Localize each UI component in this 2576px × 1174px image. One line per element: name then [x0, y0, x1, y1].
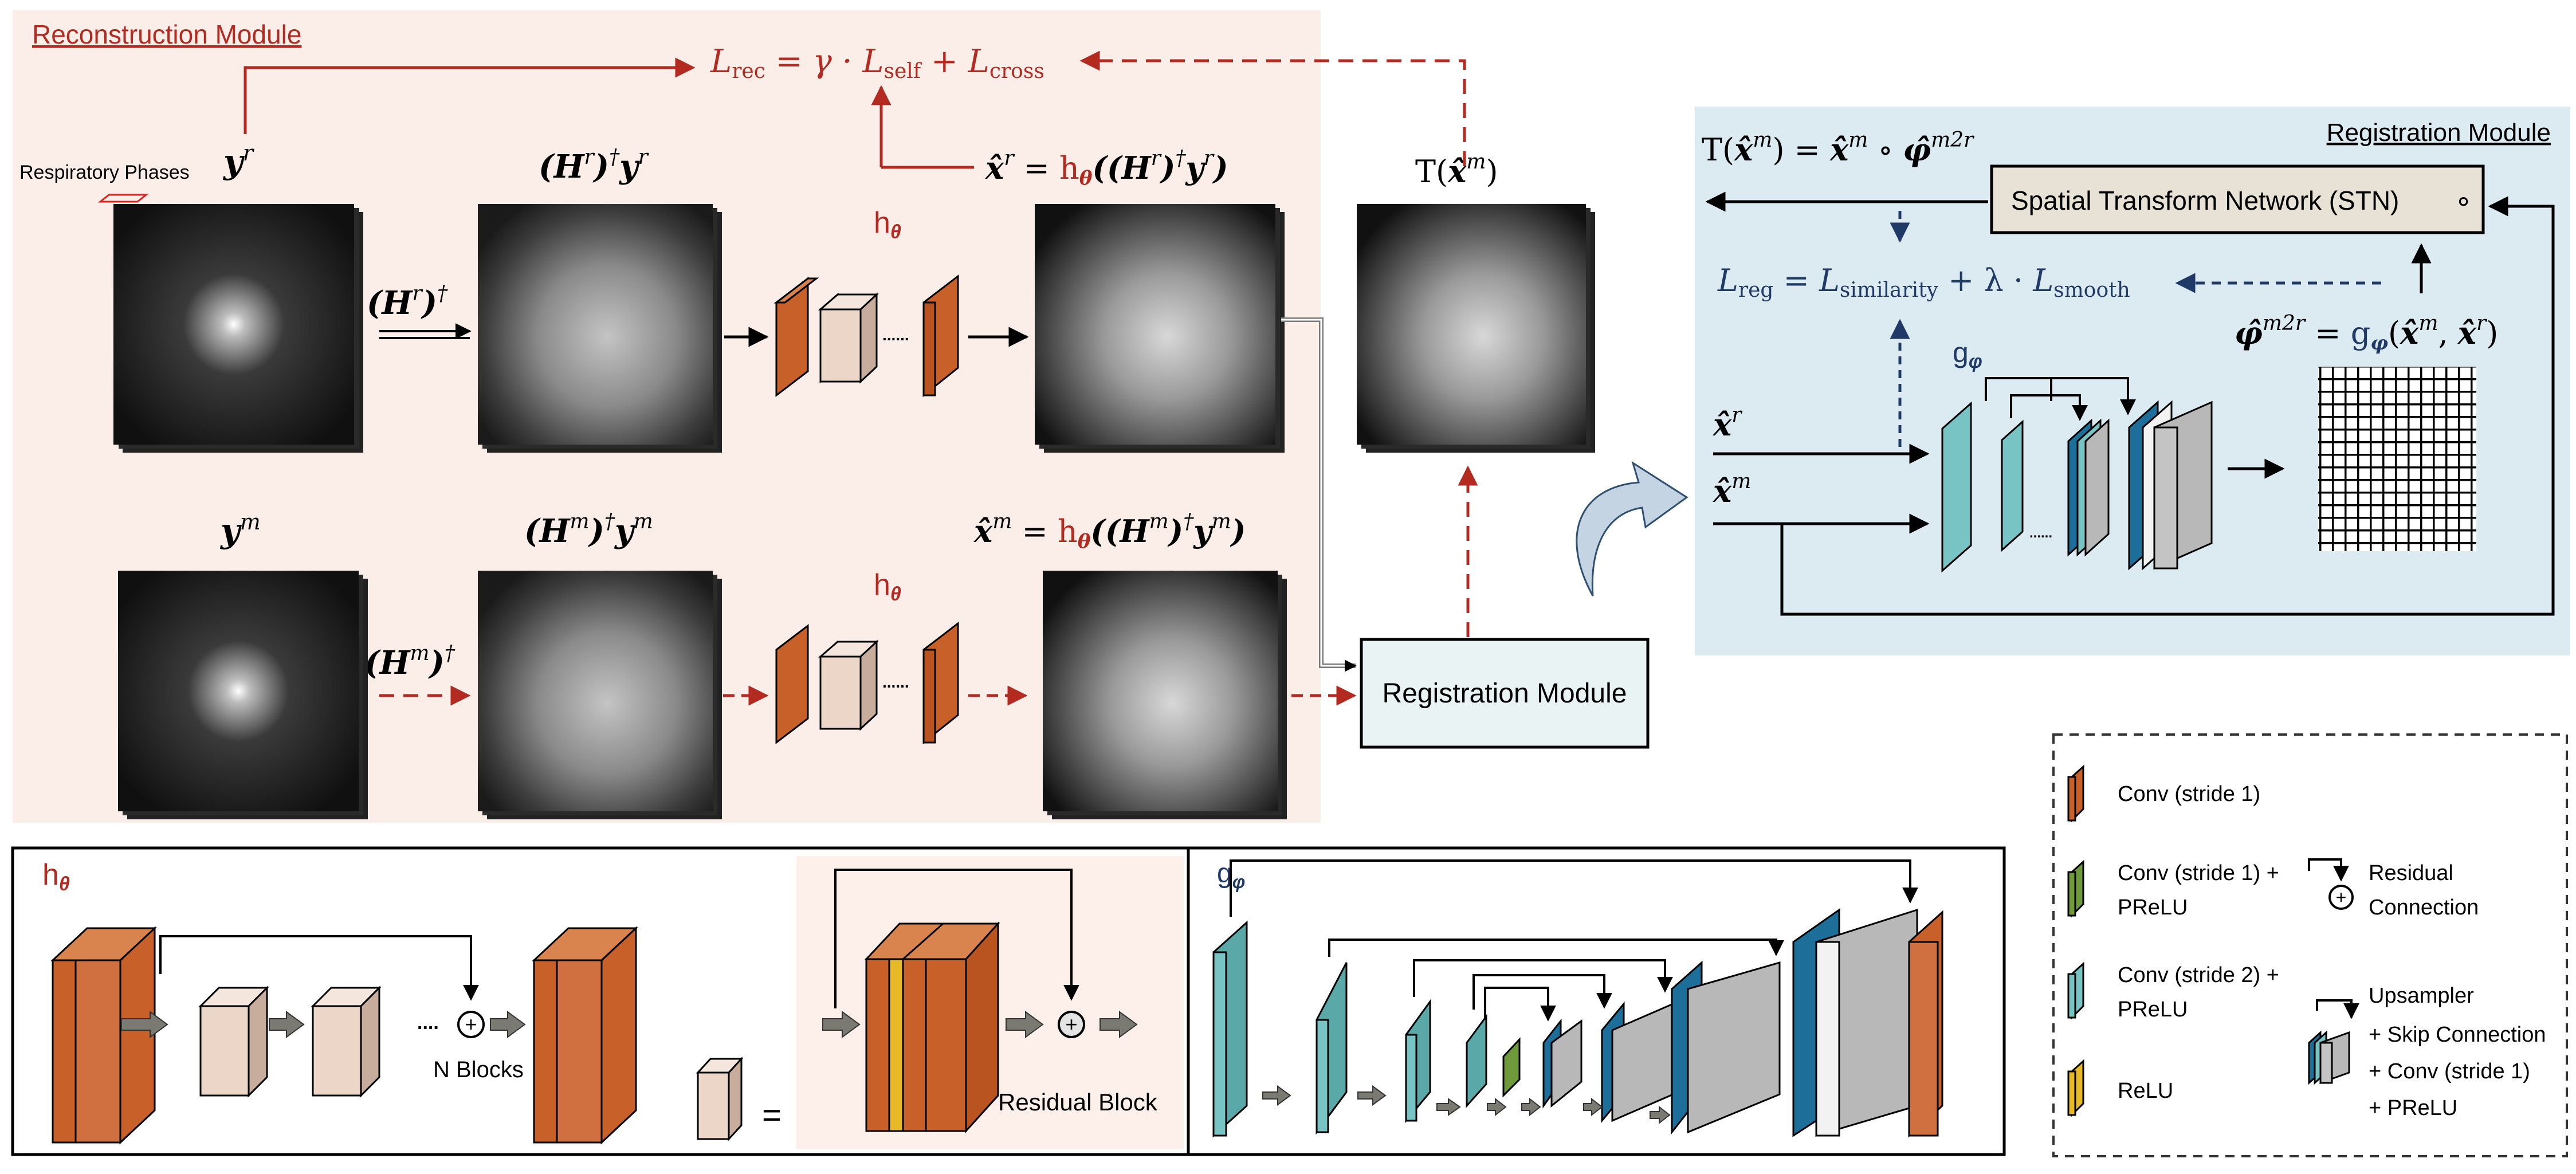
- g-phi-detail-down-arrows: [1262, 1085, 1671, 1125]
- registration-title: Registration Module: [2327, 119, 2551, 147]
- legend-swatch-conv-stride2: [2067, 961, 2084, 1020]
- legend-label-conv-stride2-line1: Conv (stride 2) +: [2118, 963, 2279, 987]
- upsampler-icon: [2308, 999, 2359, 1085]
- g-phi-detail-blocks: [1212, 908, 1943, 1138]
- loss-reg-equation: Lreg = Lsimilarity + λ · Lsmooth: [1717, 262, 2130, 302]
- legend-swatch-relu: [2067, 1059, 2084, 1117]
- legend-panel: [2052, 733, 2568, 1157]
- legend-label-conv-prelu-line1: Conv (stride 1) +: [2118, 861, 2279, 885]
- H-r-dagger-label: (Hr)†: [367, 282, 448, 322]
- y-r-label: yr: [222, 140, 255, 181]
- legend-label-relu: ReLU: [2118, 1079, 2173, 1103]
- h-theta-detail-blocks: [50, 926, 638, 1145]
- legend-swatch-conv-prelu: [2067, 859, 2084, 918]
- phase-marker: [97, 194, 149, 203]
- n-blocks-label: N Blocks: [433, 1057, 524, 1082]
- undersampled-image-stack-bottom: [478, 571, 722, 819]
- legend-residual-line2: Connection: [2369, 896, 2479, 920]
- svg-text:....: ....: [417, 1012, 439, 1034]
- svg-text:+: +: [465, 1012, 477, 1036]
- stn-label: Spatial Transform Network (STN): [2011, 186, 2399, 215]
- loss-rec-equation: Lrec = γ · Lself + Lcross: [710, 43, 1044, 83]
- undersampled-image-stack-top: [478, 204, 722, 453]
- deformation-field-grid: [2318, 367, 2476, 551]
- residual-block-cube-icon: [696, 1057, 744, 1141]
- legend-label-conv-stride1: Conv (stride 1): [2118, 782, 2260, 806]
- g-phi-network-top: ......: [1941, 400, 2213, 573]
- x-m-hat-equation: x̂m = hθ((Hm)†ym): [973, 510, 1246, 553]
- recon-arrows: [244, 50, 1478, 706]
- svg-text:......: ......: [2029, 525, 2052, 541]
- residual-block-layers: [864, 921, 1000, 1133]
- kspace-stack-bottom: [118, 571, 368, 819]
- reconstruction-title: Reconstruction Module: [32, 19, 301, 49]
- transformed-image-stack: [1357, 204, 1595, 453]
- x-r-hat-equation: x̂r = hθ((Hr)†yr): [985, 147, 1228, 190]
- registration-arrows: [1705, 191, 2555, 616]
- svg-text:......: ......: [882, 673, 909, 691]
- svg-text:......: ......: [882, 326, 909, 344]
- respiratory-phases-label: Respiratory Phases: [19, 162, 190, 183]
- svg-text:+: +: [2336, 887, 2347, 908]
- legend-upsampler-line1: Upsampler: [2369, 984, 2474, 1008]
- residual-connection-icon: +: [2308, 858, 2354, 910]
- reconstructed-image-stack-top: [1035, 204, 1285, 453]
- stn-box[interactable]: [1990, 164, 2485, 234]
- h-theta-detail-arrows: + ....: [121, 935, 526, 1038]
- legend-upsampler-line2: + Skip Connection: [2369, 1023, 2546, 1047]
- h-theta-network-top: ......: [773, 274, 959, 398]
- residual-block-label: Residual Block: [998, 1089, 1158, 1116]
- T-equation: T(x̂m) = x̂m ∘ φ̂m2r: [1702, 128, 1974, 168]
- T-x-m-label: T(x̂m): [1415, 150, 1498, 190]
- h-theta-detail-label: hθ: [42, 858, 70, 895]
- registration-module-box-label: Registration Module: [1383, 678, 1627, 709]
- legend-residual-line1: Residual: [2369, 861, 2453, 885]
- legend-swatch-conv-stride1: [2067, 764, 2084, 823]
- H-r-y-r-label: (Hr)†yr: [539, 146, 649, 186]
- legend-label-conv-stride2-line2: PReLU: [2118, 998, 2188, 1022]
- legend-upsampler-line4: + PReLU: [2369, 1096, 2457, 1120]
- legend-upsampler-line3: + Conv (stride 1): [2369, 1059, 2530, 1083]
- compose-symbol: ∘: [2455, 185, 2472, 217]
- g-phi-detail-skips: [1230, 859, 1918, 1022]
- kspace-stack-top: [113, 204, 363, 453]
- registration-module-button[interactable]: [1360, 638, 1650, 749]
- residual-block-arrows: +: [822, 869, 1138, 1038]
- reconstructed-image-stack-bottom: [1043, 571, 1287, 819]
- svg-text:+: +: [1065, 1012, 1077, 1036]
- curved-transition-arrow: [1576, 461, 1688, 596]
- equals-sign: =: [762, 1097, 782, 1134]
- h-theta-network-bottom: ......: [775, 621, 959, 745]
- phi-equation: φ̂m2r = gφ(x̂m, x̂r): [2235, 312, 2498, 355]
- legend-label-conv-prelu-line2: PReLU: [2118, 896, 2188, 920]
